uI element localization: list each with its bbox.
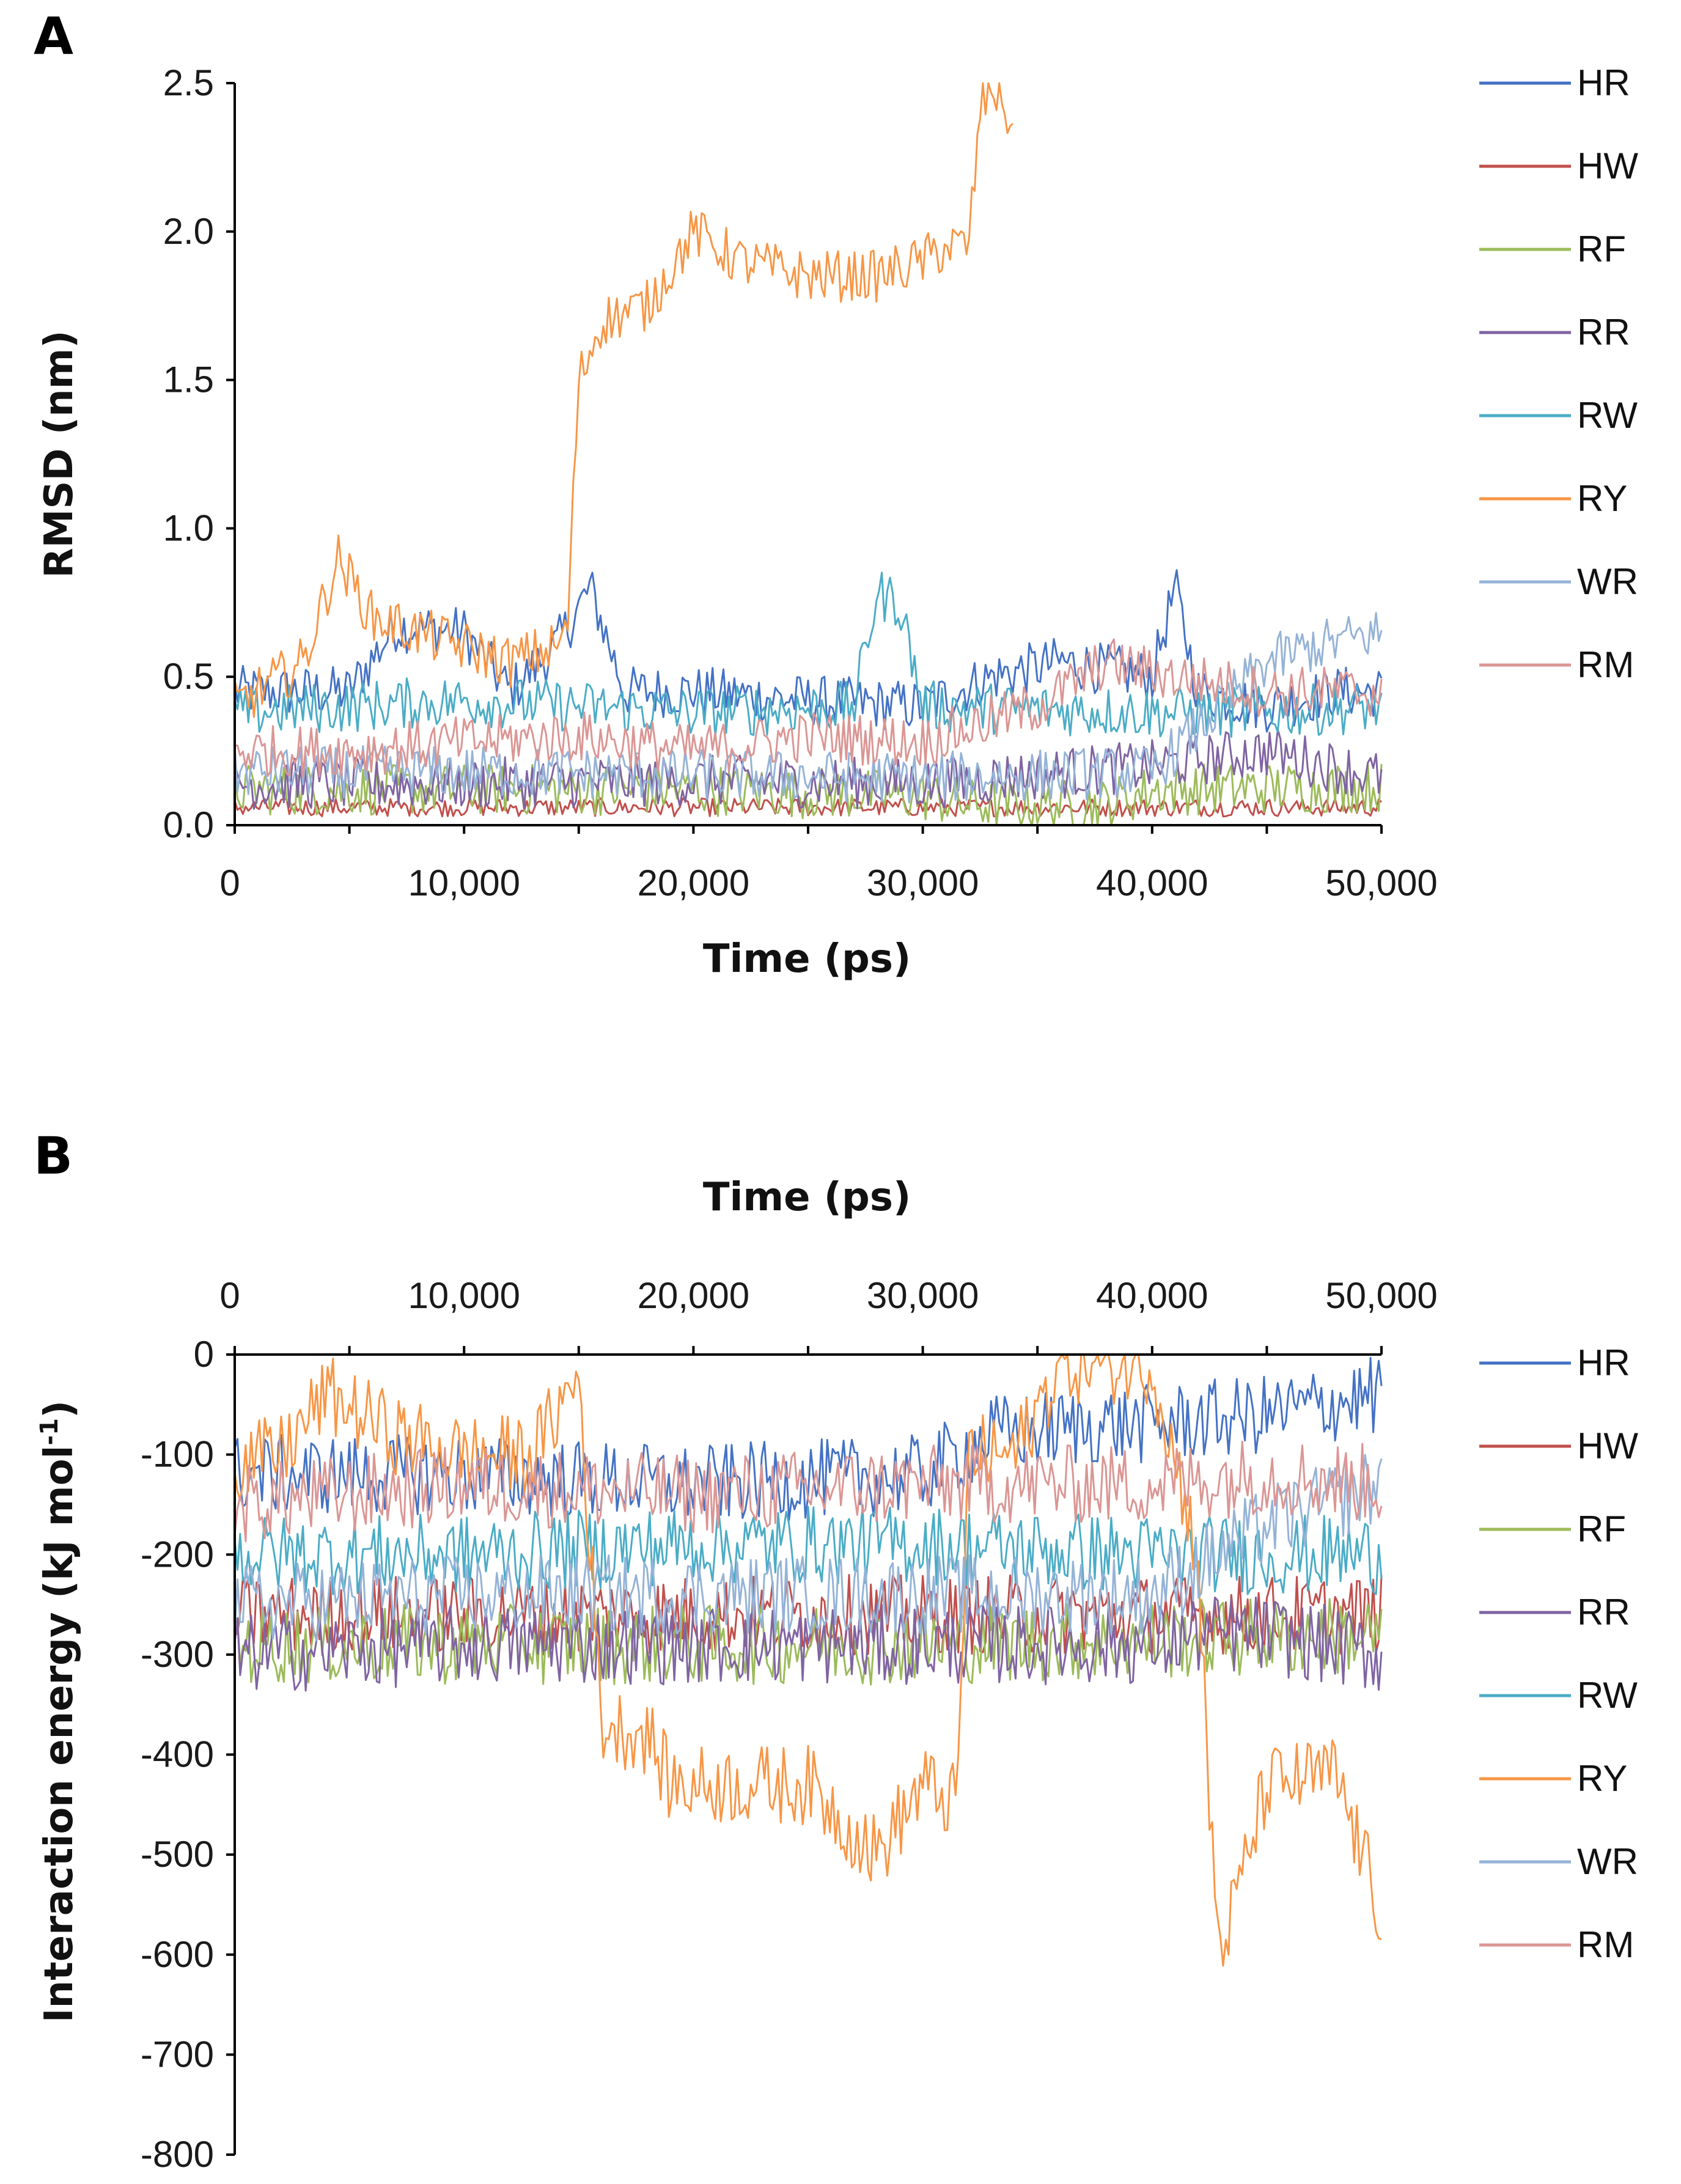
panel-a-x-title: Time (ps) bbox=[703, 936, 911, 982]
x-tick-label: 10,000 bbox=[408, 862, 520, 903]
series-line-ry bbox=[234, 82, 1014, 718]
panel-a-series-group bbox=[234, 82, 1383, 826]
legend-label-rm: RM bbox=[1577, 1924, 1634, 1965]
y-tick-label: 2.0 bbox=[163, 211, 214, 252]
series-line-rm bbox=[234, 638, 1383, 778]
y-tick-label: -800 bbox=[141, 2134, 214, 2175]
y-tick-label: -600 bbox=[141, 1934, 214, 1975]
y-tick-label: 1.5 bbox=[163, 359, 214, 400]
panel-b-ticks: 0 -100 -200 -300 -400 -500 -600 -700 -800 0 10,000… bbox=[141, 1275, 1438, 2175]
panel-b: B Time (ps) 0 -100 -200 -300 -400 -500 -600 -70… bbox=[34, 1126, 1638, 2175]
y-tick-label: 1.0 bbox=[163, 507, 214, 548]
y-tick-label: -300 bbox=[141, 1634, 214, 1675]
panel-b-legend: HR HW RF RR RW RY WR RM bbox=[1479, 1342, 1638, 1965]
series-line-rw bbox=[234, 1504, 1383, 1595]
series-line-hw bbox=[234, 797, 1383, 818]
series-line-rw bbox=[234, 572, 1383, 738]
y-tick-label: 0.0 bbox=[163, 804, 214, 845]
series-line-hr bbox=[234, 569, 1383, 733]
panel-a: A 0.0 0.5 1.0 1.5 2.0 2.5 0 10,000 20,000 30,000 4… bbox=[34, 6, 1638, 982]
y-tick-label: 0 bbox=[194, 1334, 214, 1375]
panel-a-label: A bbox=[34, 6, 73, 66]
panel-b-series-group bbox=[234, 1353, 1383, 1967]
panel-b-y-title-main: Interaction energy (kJ mol bbox=[37, 1446, 82, 2023]
series-line-rr bbox=[234, 728, 1383, 810]
legend-label-ry: RY bbox=[1577, 1758, 1627, 1799]
legend-label-hr: HR bbox=[1577, 62, 1630, 103]
y-tick-label: -200 bbox=[141, 1534, 214, 1575]
legend-label-rr: RR bbox=[1577, 312, 1630, 353]
legend-label-wr: WR bbox=[1577, 1841, 1638, 1882]
series-line-rr bbox=[234, 1596, 1383, 1692]
legend-label-rr: RR bbox=[1577, 1592, 1630, 1633]
x-tick-label: 0 bbox=[219, 862, 240, 903]
legend-label-rm: RM bbox=[1577, 644, 1634, 685]
legend-label-hr: HR bbox=[1577, 1342, 1630, 1383]
x-tick-label: 40,000 bbox=[1096, 862, 1208, 903]
series-line-rm bbox=[234, 1440, 1383, 1543]
legend-label-rw: RW bbox=[1577, 395, 1638, 436]
x-tick-label: 50,000 bbox=[1325, 1275, 1438, 1316]
panel-b-label: B bbox=[34, 1126, 73, 1186]
y-tick-label: 0.5 bbox=[163, 656, 214, 697]
x-tick-label: 50,000 bbox=[1325, 862, 1438, 903]
x-tick-label: 0 bbox=[219, 1275, 240, 1316]
legend-label-hw: HW bbox=[1577, 145, 1638, 186]
panel-a-legend: HR HW RF RR RW RY WR RM bbox=[1479, 62, 1638, 685]
y-tick-label: -700 bbox=[141, 2034, 214, 2075]
legend-label-rf: RF bbox=[1577, 1509, 1626, 1550]
panel-b-y-title: Interaction energy (kJ mol-1) bbox=[35, 1400, 82, 2023]
x-tick-label: 40,000 bbox=[1096, 1275, 1208, 1316]
legend-label-ry: RY bbox=[1577, 478, 1627, 519]
y-tick-label: -400 bbox=[141, 1734, 214, 1775]
y-tick-label: 2.5 bbox=[163, 62, 214, 103]
series-line-wr bbox=[234, 1454, 1383, 1642]
panel-a-y-title: RMSD (nm) bbox=[37, 330, 82, 578]
y-tick-label: -500 bbox=[141, 1834, 214, 1875]
x-tick-label: 30,000 bbox=[867, 862, 979, 903]
panel-b-y-title-sup: -1 bbox=[35, 1418, 64, 1445]
x-tick-label: 20,000 bbox=[638, 1275, 750, 1316]
series-line-rf bbox=[234, 762, 1383, 826]
x-tick-label: 20,000 bbox=[638, 862, 750, 903]
x-tick-label: 10,000 bbox=[408, 1275, 520, 1316]
legend-label-wr: WR bbox=[1577, 561, 1638, 602]
panel-b-y-title-end: ) bbox=[37, 1400, 82, 1418]
series-line-ry bbox=[234, 1353, 1382, 1967]
legend-label-hw: HW bbox=[1577, 1425, 1638, 1466]
legend-label-rw: RW bbox=[1577, 1675, 1638, 1716]
x-tick-label: 30,000 bbox=[867, 1275, 979, 1316]
panel-a-ticks: 0.0 0.5 1.0 1.5 2.0 2.5 0 10,000 20,000 30,000 40,… bbox=[163, 62, 1438, 903]
panel-b-x-title: Time (ps) bbox=[703, 1175, 911, 1220]
legend-label-rf: RF bbox=[1577, 229, 1626, 270]
y-tick-label: -100 bbox=[141, 1434, 214, 1475]
